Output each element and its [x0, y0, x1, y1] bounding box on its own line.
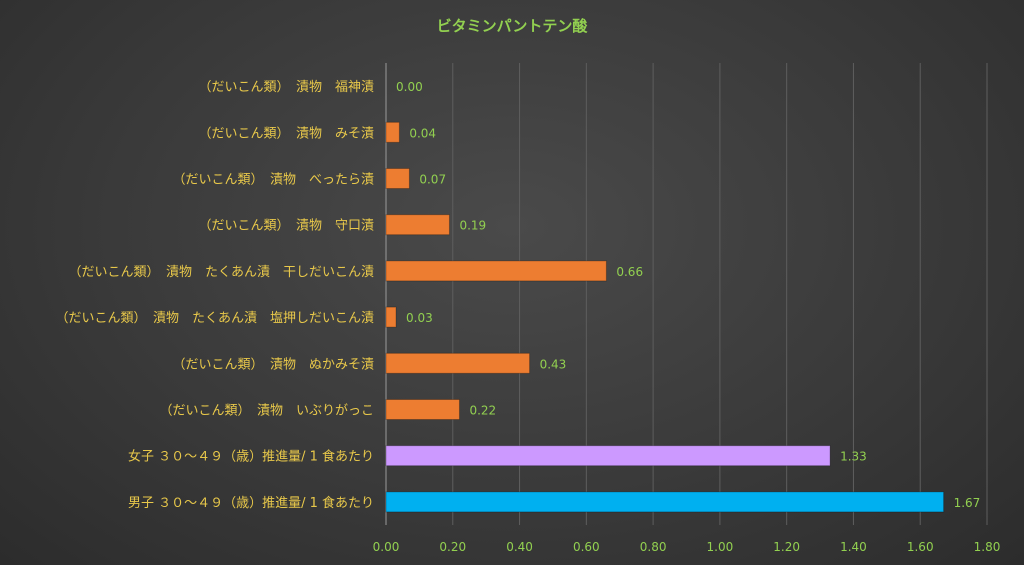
x-tick-label: 1.80: [974, 540, 1001, 554]
bar: [385, 445, 831, 467]
category-label: （だいこん類） 漬物 ぬかみそ漬: [172, 357, 374, 372]
bar: [385, 214, 450, 236]
category-label: （だいこん類） 漬物 福神漬: [198, 80, 374, 95]
category-labels: （だいこん類） 漬物 福神漬 （だいこん類） 漬物 みそ漬 （だいこん類） 漬物 べ…: [55, 80, 374, 511]
x-tick-label: 0.20: [439, 540, 466, 554]
category-label: 男子 ３０～４９（歳）推進量/ 1 食あたり: [128, 495, 374, 511]
x-tick-label: 1.60: [907, 540, 934, 554]
category-label: （だいこん類） 漬物 たくあん漬 干しだいこん漬: [68, 265, 374, 280]
value-label: 0.22: [469, 404, 496, 418]
x-tick-label: 1.40: [840, 540, 867, 554]
bar: [385, 260, 607, 282]
value-label: 0.43: [540, 357, 567, 371]
x-tick-label: 1.20: [773, 540, 800, 554]
category-label: （だいこん類） 漬物 みそ漬: [198, 126, 374, 141]
value-label: 0.07: [419, 173, 446, 187]
value-label: 1.33: [840, 450, 867, 464]
value-label: 0.04: [409, 126, 436, 140]
value-label: 0.19: [459, 219, 486, 233]
bar: [385, 352, 531, 374]
value-label: 0.03: [406, 311, 433, 325]
bar: [385, 399, 460, 420]
bar: [385, 168, 410, 189]
x-tick-label: 0.00: [373, 540, 400, 554]
x-tick-label: 0.60: [573, 540, 600, 554]
category-label: 女子 ３０～４９（歳）推進量/ 1 食あたり: [128, 449, 374, 465]
x-axis-ticks: 0.00 0.20 0.40 0.60 0.80 1.00 1.20 1.40 1.60 1.80: [373, 540, 1001, 554]
bar: [385, 491, 945, 513]
category-label: （だいこん類） 漬物 たくあん漬 塩押しだいこん漬: [55, 311, 374, 326]
chart-title: ビタミンパントテン酸: [437, 17, 589, 35]
category-label: （だいこん類） 漬物 守口漬: [198, 219, 374, 234]
value-label: 0.66: [616, 265, 643, 279]
x-tick-label: 0.40: [506, 540, 533, 554]
bar: [385, 306, 397, 328]
value-label: 0.00: [396, 80, 423, 94]
bar: [385, 121, 400, 143]
bars: [385, 121, 945, 513]
value-label: 1.67: [954, 496, 981, 510]
category-label: （だいこん類） 漬物 いぶりがっこ: [159, 404, 374, 419]
value-labels: 0.00 0.04 0.07 0.19 0.66 0.03 0.43 0.22 1.33 1.67: [396, 80, 980, 510]
x-tick-label: 0.80: [640, 540, 667, 554]
x-tick-label: 1.00: [707, 540, 734, 554]
category-label: （だいこん類） 漬物 べったら漬: [172, 173, 374, 188]
